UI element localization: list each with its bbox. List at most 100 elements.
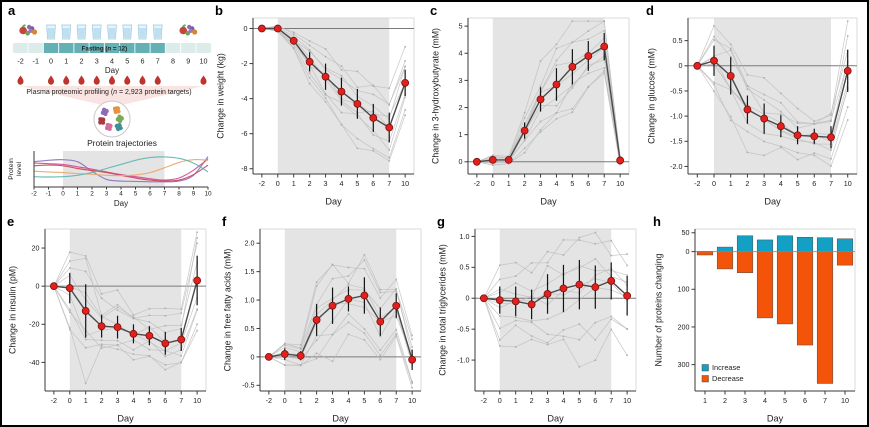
svg-text:4: 4 (459, 49, 463, 58)
svg-text:1: 1 (292, 179, 296, 188)
svg-text:5: 5 (577, 396, 581, 405)
svg-text:7: 7 (394, 396, 398, 405)
svg-text:1: 1 (507, 179, 511, 188)
svg-text:Day: Day (767, 414, 784, 424)
svg-text:6: 6 (163, 396, 167, 405)
svg-text:7: 7 (829, 179, 833, 188)
svg-text:6: 6 (378, 396, 382, 405)
svg-text:-2: -2 (17, 57, 23, 66)
svg-text:2: 2 (90, 191, 94, 198)
svg-text:2: 2 (523, 179, 527, 188)
svg-text:-2: -2 (474, 179, 480, 188)
svg-text:Day: Day (540, 197, 557, 207)
svg-text:3: 3 (459, 76, 463, 85)
svg-text:3: 3 (539, 179, 543, 188)
svg-text:1: 1 (64, 57, 68, 66)
svg-text:0: 0 (49, 57, 53, 66)
svg-text:Protein trajectories: Protein trajectories (87, 138, 157, 148)
svg-text:5: 5 (355, 179, 359, 188)
svg-text:1.5: 1.5 (245, 267, 255, 276)
panel-g: g 1.0 0.5 0 -0.5 -1.0 -2 0 1 2 3 4 5 6 7 10 Day Change i… (435, 215, 647, 425)
svg-text:Day: Day (764, 197, 781, 207)
svg-text:-20: -20 (29, 320, 39, 329)
study-design-schematic: Fasting (n = 12)-2 -1 0 1 2 3 4 5 6 7 8 9 10DayPlasm… (8, 24, 212, 208)
svg-text:Day: Day (325, 197, 342, 207)
hydroxybutyrate-change-chart: 0 1 2 3 4 5 -2 0 1 2 3 4 5 6 7 10 Day Change in 3-hydroxy… (431, 17, 630, 207)
panel-f-letter: f (222, 214, 227, 229)
svg-text:3: 3 (331, 396, 335, 405)
svg-text:-2: -2 (241, 59, 247, 68)
svg-text:2: 2 (100, 396, 104, 405)
svg-text:-40: -40 (29, 358, 39, 367)
svg-text:-0.5: -0.5 (670, 86, 682, 95)
svg-text:-2: -2 (266, 396, 272, 405)
svg-text:-2: -2 (694, 179, 700, 188)
proteins-changing-bar-chart: 50 0 100 200 300 1 2 3 4 5 6 7 10 Day Number of protei… (654, 228, 856, 424)
svg-text:-0.5: -0.5 (457, 325, 469, 334)
svg-text:10: 10 (844, 179, 852, 188)
triglycerides-change-chart: 1.0 0.5 0 -0.5 -1.0 -2 0 1 2 3 4 5 6 7 10 Day Change in … (438, 228, 637, 424)
panel-b: b 0 -2 -4 -6 -8 -2 0 1 2 3 4 5 6 7 10 Day Change in weig… (213, 4, 425, 212)
svg-text:9: 9 (192, 191, 196, 198)
svg-text:2.0: 2.0 (245, 239, 255, 248)
svg-text:3: 3 (116, 396, 120, 405)
svg-text:0: 0 (276, 179, 280, 188)
svg-text:Increase: Increase (712, 363, 740, 372)
panel-c: c 0 1 2 3 4 5 -2 0 1 2 3 4 5 6 7 10 Day Change in 3-hydro… (428, 4, 640, 212)
svg-text:-1.0: -1.0 (670, 112, 682, 121)
svg-text:4: 4 (561, 396, 565, 405)
svg-text:1: 1 (84, 396, 88, 405)
svg-text:1: 1 (729, 179, 733, 188)
svg-text:0: 0 (466, 294, 470, 303)
svg-text:4: 4 (779, 179, 783, 188)
svg-text:level: level (16, 162, 23, 176)
svg-text:Day: Day (547, 414, 564, 424)
svg-text:0.5: 0.5 (245, 324, 255, 333)
svg-text:0: 0 (244, 24, 248, 33)
svg-text:10: 10 (841, 396, 849, 405)
panel-c-letter: c (430, 3, 438, 18)
svg-text:2: 2 (459, 103, 463, 112)
svg-text:6: 6 (141, 57, 145, 66)
svg-text:3: 3 (546, 396, 550, 405)
svg-text:4: 4 (346, 396, 350, 405)
svg-text:2: 2 (745, 179, 749, 188)
svg-text:-2: -2 (31, 191, 37, 198)
svg-text:10: 10 (204, 191, 212, 198)
panel-h-letter: h (653, 214, 661, 229)
svg-text:-4: -4 (241, 94, 247, 103)
svg-text:2: 2 (308, 179, 312, 188)
svg-text:-2: -2 (259, 179, 265, 188)
svg-text:3: 3 (743, 396, 747, 405)
svg-text:8: 8 (171, 57, 175, 66)
svg-text:0: 0 (68, 396, 72, 405)
svg-text:0.5: 0.5 (673, 36, 683, 45)
svg-text:10: 10 (200, 57, 208, 66)
svg-text:1: 1 (514, 396, 518, 405)
panel-a: a Fasting (n = 12) -2 -1 0 1 2 3 4 5 6 7 8 9 10 Day Pla… (6, 4, 212, 212)
svg-text:3: 3 (105, 191, 109, 198)
svg-text:-2.0: -2.0 (670, 162, 682, 171)
svg-text:5: 5 (459, 22, 463, 31)
panel-b-letter: b (215, 3, 223, 18)
panel-e-letter: e (7, 214, 15, 229)
svg-text:0: 0 (686, 247, 690, 256)
svg-text:20: 20 (32, 243, 40, 252)
svg-text:Change in weight (kg): Change in weight (kg) (216, 53, 226, 139)
svg-text:6: 6 (371, 179, 375, 188)
svg-text:7: 7 (156, 57, 160, 66)
svg-text:10: 10 (408, 396, 416, 405)
svg-text:-0.5: -0.5 (242, 381, 254, 390)
svg-text:4: 4 (119, 191, 123, 198)
svg-text:7: 7 (179, 396, 183, 405)
svg-text:2: 2 (315, 396, 319, 405)
svg-text:4: 4 (131, 396, 135, 405)
svg-text:0: 0 (251, 352, 255, 361)
svg-text:3: 3 (95, 57, 99, 66)
svg-text:10: 10 (401, 179, 409, 188)
svg-text:0: 0 (61, 191, 65, 198)
svg-text:Day: Day (114, 199, 128, 208)
svg-text:100: 100 (678, 285, 690, 294)
